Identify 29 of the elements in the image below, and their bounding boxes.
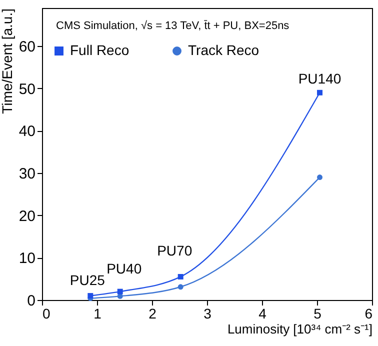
- legend-label: Full Reco: [70, 42, 130, 58]
- annotation: PU70: [157, 242, 192, 259]
- x-tick-label: 6: [364, 306, 373, 322]
- point: [178, 274, 184, 280]
- legend-label: Track Reco: [188, 42, 260, 58]
- point: [317, 174, 322, 180]
- point: [117, 288, 123, 294]
- x-tick-label: 4: [258, 306, 267, 322]
- annotation: PU40: [106, 260, 142, 277]
- annotation: CMS Simulation, √s = 13 TeV, t̄t + PU, BX=25ns: [56, 20, 290, 32]
- x-tick-label: 5: [314, 306, 322, 322]
- y-tick-label: 20: [18, 208, 36, 225]
- y-tick-label: 60: [18, 38, 36, 56]
- y-tick-label: 0: [27, 292, 36, 310]
- point: [178, 284, 184, 290]
- x-tick-label: 1: [94, 306, 102, 322]
- point: [88, 293, 94, 299]
- y-tick-label: 50: [18, 80, 36, 98]
- point: [317, 90, 322, 96]
- y-axis-title: Time/Event [a.u.]: [0, 8, 15, 114]
- annotation: PU25: [70, 272, 106, 288]
- x-tick-label: 2: [148, 306, 157, 322]
- annotation: PU140: [298, 70, 342, 87]
- y-tick-label: 30: [18, 166, 36, 183]
- x-axis-title: Luminosity [10³⁴ cm⁻² s⁻¹]: [227, 322, 372, 336]
- y-tick-label: 40: [18, 123, 36, 140]
- y-tick-label: 10: [18, 250, 36, 268]
- x-tick-label: 3: [204, 306, 212, 322]
- x-tick-label: 0: [42, 306, 50, 322]
